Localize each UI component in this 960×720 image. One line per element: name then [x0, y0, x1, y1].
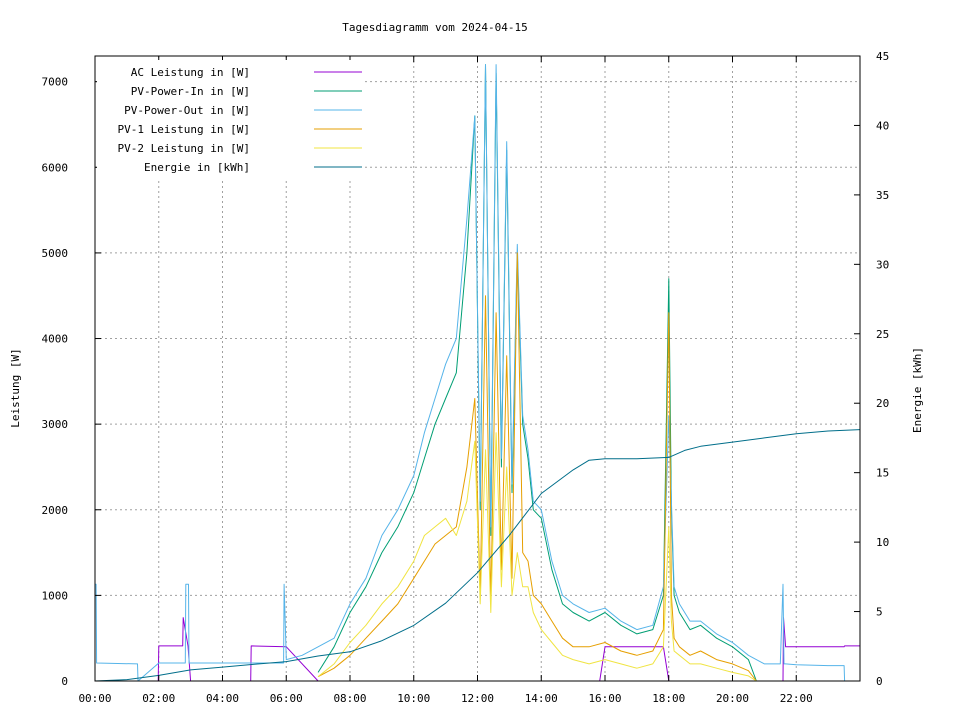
y2-tick-label: 45: [876, 50, 889, 63]
y2-tick-label: 25: [876, 328, 889, 341]
legend-label: Energie in [kWh]: [144, 161, 250, 174]
y2-axis-label: Energie [kWh]: [911, 347, 924, 433]
series-line-5: [317, 432, 757, 682]
y2-tick-label: 15: [876, 467, 889, 480]
y-tick-label: 1000: [42, 589, 69, 602]
legend: AC Leistung in [W] PV-Power-In in [W] PV-P…: [97, 60, 365, 178]
series-layer: [94, 64, 861, 682]
legend-label: PV-Power-In in [W]: [131, 85, 250, 98]
x-tick-label: 20:00: [716, 692, 749, 705]
y-tick-label: 7000: [42, 76, 69, 89]
legend-label: AC Leistung in [W]: [131, 66, 250, 79]
y2-tick-label: 20: [876, 397, 889, 410]
legend-box: [97, 60, 365, 178]
series-line-3: [95, 64, 860, 682]
x-tick-label: 16:00: [588, 692, 621, 705]
y-axis-label: Leistung [W]: [9, 348, 22, 427]
y-tick-label: 6000: [42, 161, 69, 174]
x-tick-label: 02:00: [142, 692, 175, 705]
y2-tick-label: 5: [876, 606, 883, 619]
y2-tick-label: 30: [876, 258, 889, 271]
axes: 00:00 02:00 04:00 06:00 08:00 10:00 12:00 14:00…: [42, 50, 890, 705]
y2-tick-label: 40: [876, 119, 889, 132]
x-tick-label: 08:00: [333, 692, 366, 705]
chart-title: Tagesdiagramm vom 2024-04-15: [342, 21, 527, 34]
y-tick-label: 2000: [42, 504, 69, 517]
x-tick-label: 14:00: [525, 692, 558, 705]
x-tick-label: 12:00: [461, 692, 494, 705]
x-tick-label: 22:00: [780, 692, 813, 705]
series-line-6: [94, 429, 861, 682]
y2-tick-label: 0: [876, 675, 883, 688]
y-tick-label: 5000: [42, 247, 69, 260]
x-tick-label: 00:00: [78, 692, 111, 705]
y-tick-label: 3000: [42, 418, 69, 431]
x-tick-label: 10:00: [397, 692, 430, 705]
y-tick-label: 0: [61, 675, 68, 688]
y-tick-label: 4000: [42, 333, 69, 346]
x-tick-label: 06:00: [270, 692, 303, 705]
series-line-4: [317, 252, 757, 682]
y2-tick-label: 35: [876, 189, 889, 202]
y2-tick-label: 10: [876, 536, 889, 549]
legend-label: PV-1 Leistung in [W]: [118, 123, 250, 136]
x-tick-label: 04:00: [206, 692, 239, 705]
legend-label: PV-Power-Out in [W]: [124, 104, 250, 117]
legend-label: PV-2 Leistung in [W]: [118, 142, 250, 155]
x-tick-label: 18:00: [652, 692, 685, 705]
grid: [95, 56, 860, 681]
